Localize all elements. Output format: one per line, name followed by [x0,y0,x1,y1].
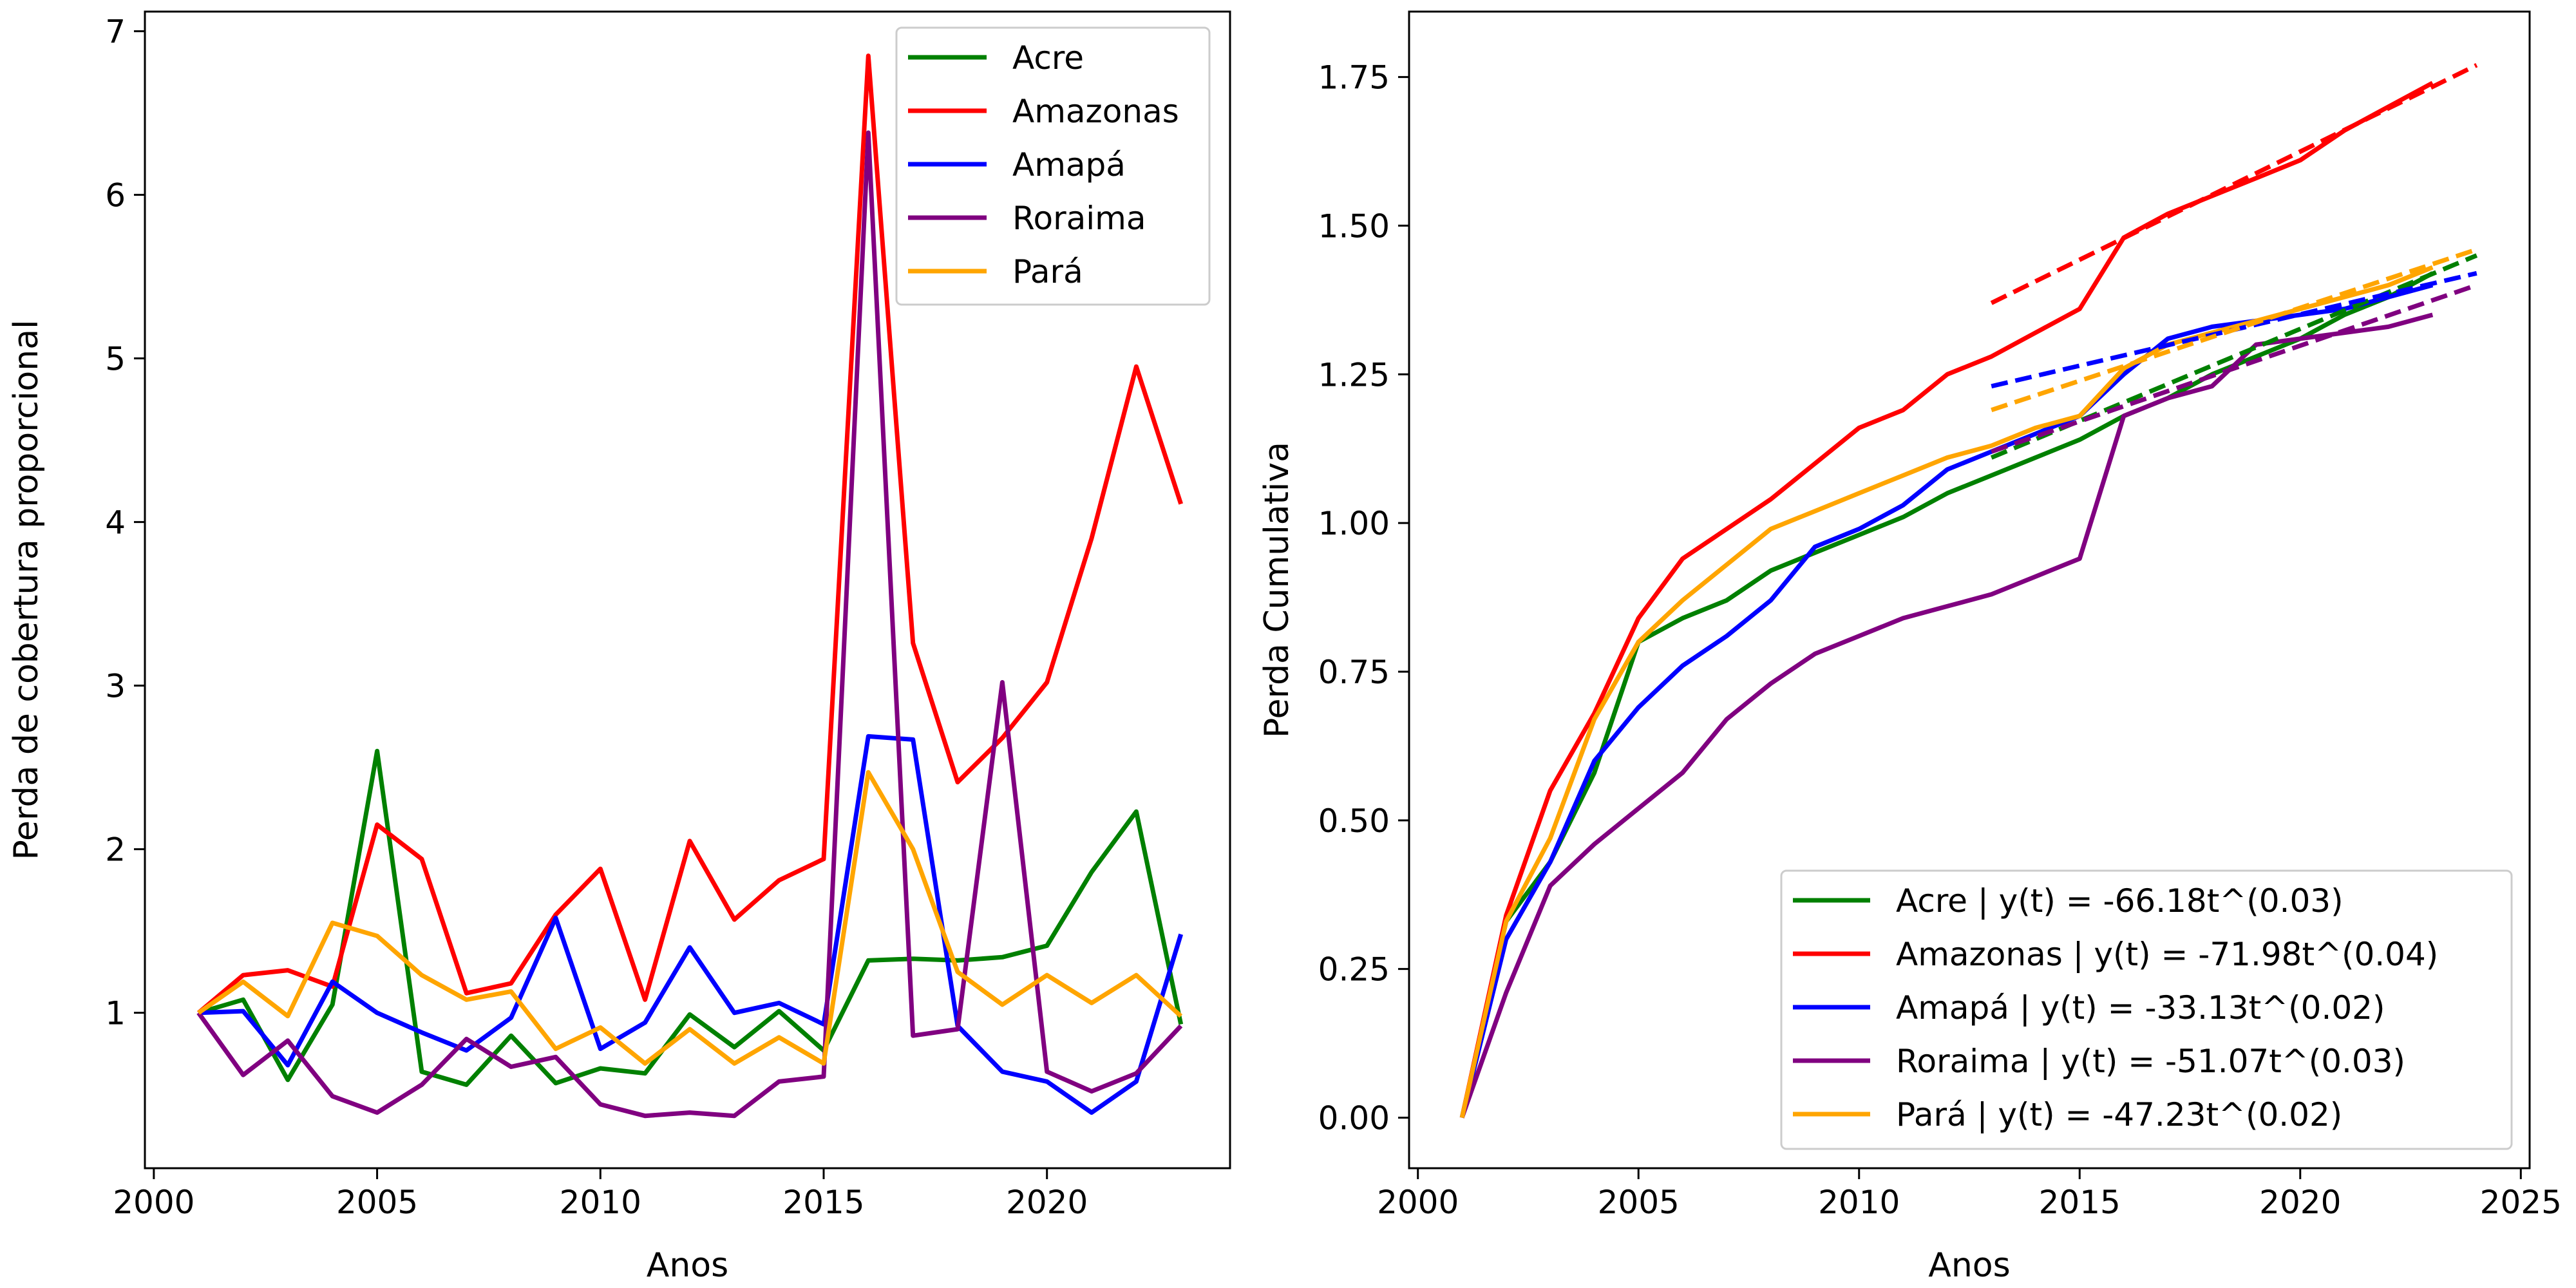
y-tick-label: 0.50 [1318,802,1390,840]
y-tick-label: 1.75 [1318,59,1390,97]
y-tick-label: 7 [105,13,126,50]
series-line-1 [196,53,1184,1015]
legend-label: Acre | y(t) = -66.18t^(0.03) [1896,882,2344,920]
y-tick-label: 4 [105,504,126,542]
series-line-4 [197,770,1183,1066]
y-tick-label: 6 [105,177,126,214]
legend-label: Roraima [1012,200,1146,237]
legend-label: Amapá | y(t) = -33.13t^(0.02) [1896,989,2385,1027]
y-tick-label: 1.25 [1318,356,1390,393]
series-line-0 [198,748,1184,1087]
chart-left: 2000 2005 2010 2015 2020 1 2 3 4 5 6 7 Anos Perda de … [7,10,1231,1285]
legend-label: Amazonas [1012,93,1179,130]
chart-right: 2000 2005 2010 2015 2020 2025 0.00 0.25 0.50 0.75… [1258,10,2562,1285]
legend-label: Roraima | y(t) = -51.07t^(0.03) [1896,1043,2405,1080]
y-axis-label: Perda de cobertura proporcional [7,319,46,860]
series-line-2 [198,734,1184,1115]
y-tick-label: 1 [105,995,126,1032]
series-line-0 [1459,271,2434,1119]
series-line-3 [196,130,1183,1119]
x-tick-label: 2015 [2039,1184,2121,1221]
y-tick-label: 0.00 [1318,1100,1390,1137]
plot-frame [144,10,1231,1170]
legend-box [895,26,1211,306]
plot-frame [1408,10,2531,1170]
x-tick-label: 2010 [560,1184,641,1221]
y-tick-label: 3 [105,668,126,705]
legend-label: Pará | y(t) = -47.23t^(0.02) [1896,1096,2342,1133]
y-axis-label: Perda Cumulativa [1258,442,1296,738]
y-tick-label: 1.00 [1318,505,1390,542]
x-tick-label: 2005 [1598,1184,1680,1221]
fit-line-3 [1991,283,2477,454]
y-tick-label: 2 [105,831,126,869]
y-tick-label: 0.25 [1318,951,1390,989]
x-tick-label: 2020 [1006,1184,1088,1221]
fit-line-1 [1990,62,2478,305]
y-tick-label: 1.50 [1318,207,1390,245]
x-tick-label: 2000 [1377,1184,1459,1221]
y-tick-label: 0.75 [1318,654,1390,691]
legend-label: Acre [1012,39,1084,77]
x-tick-label: 2005 [336,1184,418,1221]
x-axis-label: Anos [647,1246,728,1285]
legend-label: Pará [1012,253,1083,290]
legend-box [1780,869,2513,1150]
legend-label: Amazonas | y(t) = -71.98t^(0.04) [1896,936,2438,973]
x-tick-label: 2010 [1818,1184,1900,1221]
series-line-1 [1459,80,2434,1119]
legend-label: Amapá [1012,146,1126,184]
x-tick-label: 2015 [782,1184,864,1221]
y-tick-label: 5 [105,341,126,378]
x-tick-label: 2025 [2480,1184,2562,1221]
x-axis-label: Anos [1928,1246,2010,1285]
x-tick-label: 2020 [2259,1184,2341,1221]
fit-line-4 [1991,247,2477,412]
x-tick-label: 2000 [113,1184,194,1221]
